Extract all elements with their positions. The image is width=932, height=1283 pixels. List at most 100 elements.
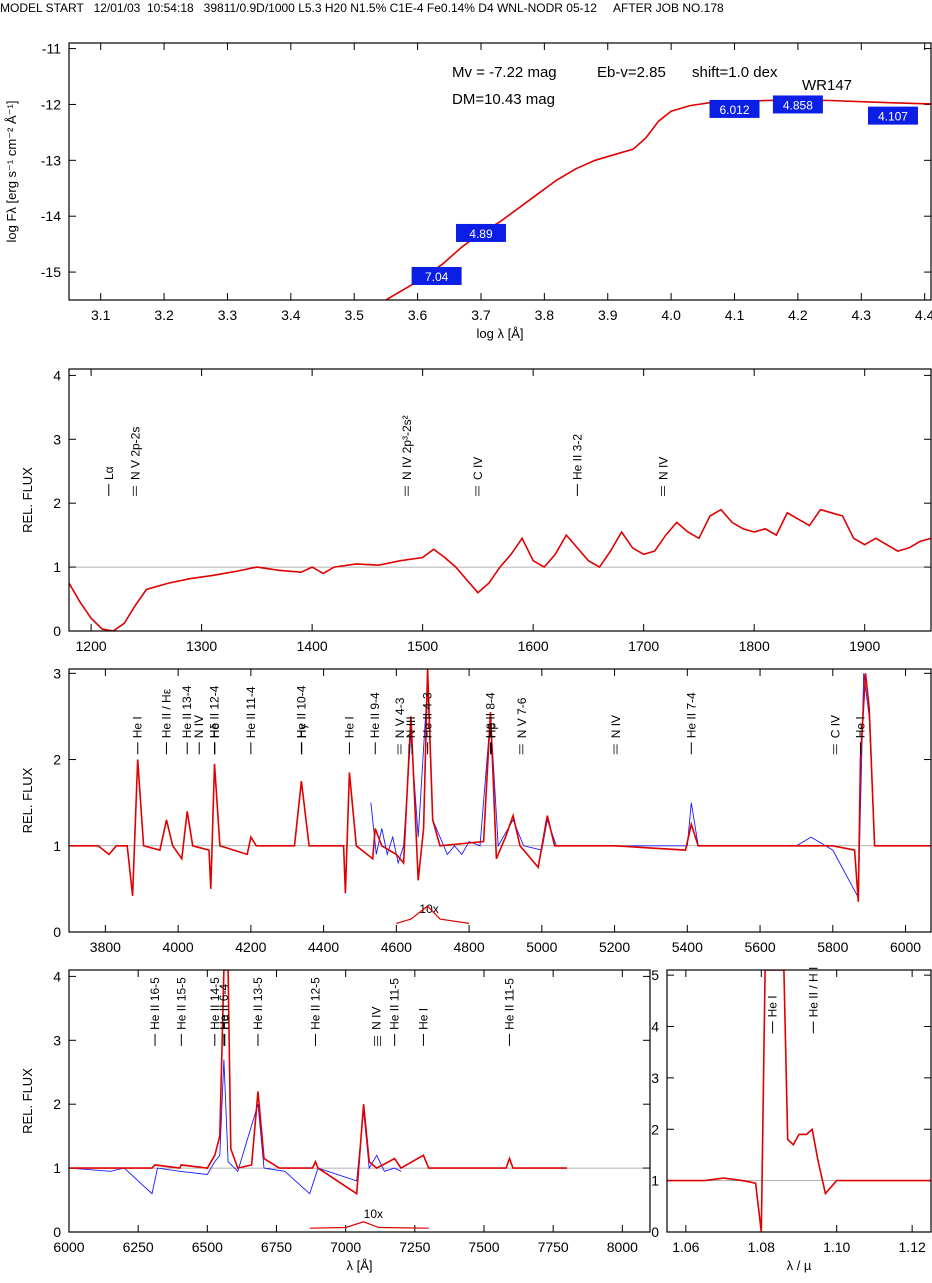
x-tick-label: 3.9 (598, 307, 618, 323)
x-tick-label: 1700 (628, 638, 659, 654)
line-id-label: He II 9-4 (368, 692, 382, 738)
series-line-model (667, 970, 931, 1232)
line-id-label: N IV (192, 715, 206, 738)
inset-line (396, 905, 470, 924)
x-tick-label: 3.5 (344, 307, 364, 323)
line-id-label: He II 4-3 (421, 692, 435, 738)
y-tick-label: 5 (651, 967, 659, 983)
series-line-model (69, 970, 567, 1196)
x-tick-label: 6750 (261, 1239, 292, 1255)
x-tick-label: 1300 (186, 638, 217, 654)
line-id-label: C IV (829, 715, 843, 738)
y-axis-label: REL. FLUX (20, 467, 35, 533)
line-id-label: N IV 2p³-2s² (400, 415, 414, 480)
y-tick-label: 2 (53, 752, 61, 768)
line-id-label: He I (853, 716, 867, 738)
photometry-badge (411, 266, 462, 285)
x-axis-label: log λ [Å] (477, 326, 524, 341)
x-tick-label: 4600 (381, 939, 412, 955)
x-tick-label: 1.12 (899, 1239, 926, 1255)
x-tick-label: 4200 (235, 939, 266, 955)
x-tick-label: 5800 (817, 939, 848, 955)
line-id-label: Lα (102, 466, 116, 480)
x-tick-label: 6250 (123, 1239, 154, 1255)
line-id-label: He II / H I (806, 967, 820, 1018)
line-id-label: He II 12-5 (309, 977, 323, 1030)
y-tick-label: 1 (53, 559, 61, 575)
y-tick-label: 3 (53, 665, 61, 681)
x-tick-label: 4.0 (661, 307, 681, 323)
y-tick-label: -12 (41, 96, 61, 112)
line-id-label: He II 6-4 (217, 984, 231, 1030)
y-tick-label: -14 (41, 208, 61, 224)
line-id-label: He II 13-4 (180, 685, 194, 738)
line-id-label: He I (342, 716, 356, 738)
x-tick-label: 1600 (518, 638, 549, 654)
y-tick-label: 3 (53, 1032, 61, 1048)
x-tick-label: 6000 (890, 939, 921, 955)
x-tick-label: 5600 (744, 939, 775, 955)
line-id-label: N V 2p-2s (128, 427, 142, 480)
panel-red: 6000 6250 6500 6750 7000 7250 7500 7750 8000 0 1 2 3… (20, 968, 651, 1273)
plot-frame (68, 42, 932, 301)
photometry-badge (772, 95, 823, 114)
x-tick-label: 7250 (399, 1239, 430, 1255)
line-id-label: He II 13-5 (251, 977, 265, 1030)
y-tick-label: 2 (53, 495, 61, 511)
line-id-label: Hδ (208, 723, 222, 739)
annotation-ebv: Eb-v=2.85 (597, 64, 666, 81)
line-id-label: N IV (609, 715, 623, 738)
panel-ir: 1.06 1.08 1.10 1.12 0 1 2 3 4 5 λ / µ He I He II / H… (651, 967, 932, 1273)
y-axis-label: REL. FLUX (20, 767, 35, 833)
header-caption: MODEL START 12/01/03 10:54:18 39811/0.9D… (0, 1, 724, 15)
x-tick-label: 3.2 (154, 307, 174, 323)
y-axis-label: REL. FLUX (20, 1068, 35, 1134)
photometry-label: 7.04 (425, 270, 449, 284)
x-tick-label: 4.1 (725, 307, 745, 323)
y-tick-label: 4 (651, 1019, 659, 1035)
x-tick-label: 6000 (53, 1239, 84, 1255)
x-tick-label: 1.08 (748, 1239, 775, 1255)
x-tick-label: 4800 (454, 939, 485, 955)
line-id-label: He II 16-5 (148, 977, 162, 1030)
y-tick-label: 0 (53, 623, 61, 639)
x-tick-label: 1400 (297, 638, 328, 654)
y-tick-label: 1 (651, 1173, 659, 1189)
x-axis-label: λ / µ (787, 1258, 812, 1273)
line-id-label: N III (404, 716, 418, 738)
series-line-model (69, 508, 931, 631)
y-tick-label: 0 (53, 1224, 61, 1240)
x-tick-label: 4.2 (788, 307, 808, 323)
line-id-label: He II 14-5 (208, 977, 222, 1030)
y-tick-label: 1 (53, 838, 61, 854)
x-axis-label: λ [Å] (346, 1258, 372, 1273)
y-tick-label: -15 (41, 264, 61, 280)
panel-optical: 3800 4000 4200 4400 4600 4800 5000 5200 5400 5600… (20, 665, 932, 955)
x-tick-label: 1500 (407, 638, 438, 654)
photometry-label: 4.858 (783, 98, 813, 112)
x-tick-label: 7500 (468, 1239, 499, 1255)
x-tick-label: 1.10 (823, 1239, 850, 1255)
plot-frame (68, 368, 932, 632)
panel-sed: 3.1 3.2 3.3 3.4 3.5 3.6 3.7 3.8 3.9 4.0 4.1 4.2 4.3 4… (4, 41, 932, 341)
inset-label: 10x (364, 1207, 383, 1221)
x-tick-label: 3.8 (535, 307, 555, 323)
line-id-label: He II 3-2 (570, 434, 584, 480)
x-tick-label: 3.4 (281, 307, 301, 323)
line-id-label: N V 4-3 (393, 697, 407, 738)
annotation-star: WR147 (802, 77, 852, 94)
x-tick-label: 3.3 (218, 307, 238, 323)
line-id-label: N V 7-6 (515, 697, 529, 738)
x-tick-label: 4.4 (915, 307, 932, 323)
photometry-label: 4.89 (469, 227, 493, 241)
line-id-label: He II 11-5 (502, 978, 516, 1030)
line-id-label: He I (131, 716, 145, 738)
photometry-badge (709, 99, 760, 118)
x-tick-label: 5400 (672, 939, 703, 955)
annotation-shift: shift=1.0 dex (692, 64, 778, 81)
x-tick-label: 3.1 (91, 307, 111, 323)
photometry-badge (455, 223, 506, 242)
x-tick-label: 1900 (849, 638, 880, 654)
series-line-sed (385, 99, 931, 300)
